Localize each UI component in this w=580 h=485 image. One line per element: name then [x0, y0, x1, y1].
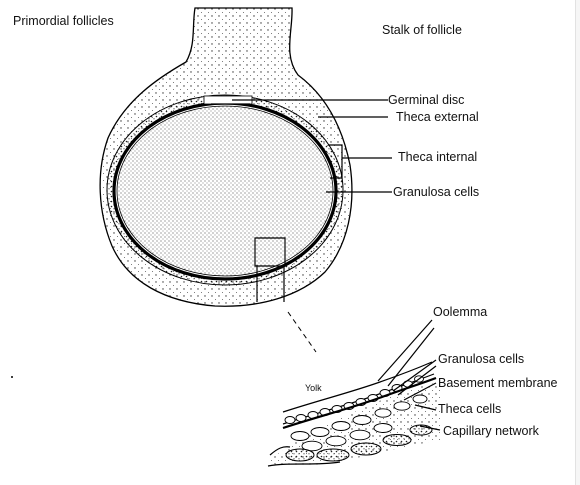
label-yolk: Yolk	[305, 383, 322, 393]
magnified-section	[267, 361, 440, 467]
magnification-connector	[287, 311, 317, 353]
label-basement-membrane: Basement membrane	[438, 376, 558, 390]
right-edge-bar	[575, 0, 580, 485]
label-theca-external: Theca external	[396, 110, 479, 124]
basement-membrane-line	[282, 376, 437, 430]
label-granulosa-cells-top: Granulosa cells	[393, 185, 479, 199]
theca-cells-magnified	[290, 394, 428, 452]
label-granulosa-cells-bottom: Granulosa cells	[438, 352, 524, 366]
label-theca-cells: Theca cells	[438, 402, 501, 416]
label-theca-internal: Theca internal	[398, 150, 477, 164]
label-oolemma: Oolemma	[433, 305, 487, 319]
oolemma-curve	[282, 361, 433, 413]
enlargement-box	[254, 237, 286, 267]
theca-internal-bracket	[328, 144, 343, 179]
stray-dot	[11, 376, 13, 378]
yolk-interior	[116, 105, 334, 277]
label-primordial-follicles: Primordial follicles	[13, 14, 114, 28]
label-capillary-network: Capillary network	[443, 424, 540, 438]
label-germinal-disc: Germinal disc	[388, 93, 464, 107]
label-stalk-of-follicle: Stalk of follicle	[382, 23, 462, 37]
